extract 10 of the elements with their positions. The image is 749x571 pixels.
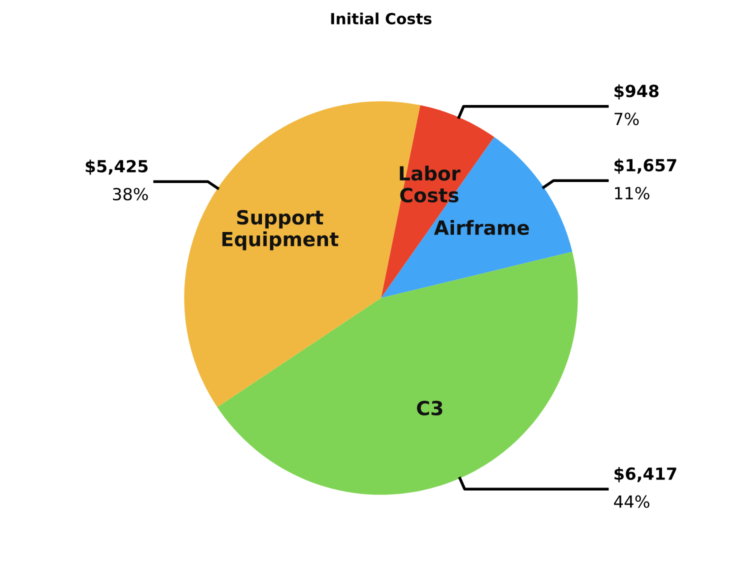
data-label: $5,425 38% — [86, 160, 148, 200]
data-label: $1,657 11% — [614, 158, 676, 200]
data-label: $948 7% — [614, 84, 659, 126]
slice-label: Support Equipment — [222, 210, 338, 250]
pie-slice — [381, 137, 572, 298]
chart-title: Initial Costs — [331, 12, 432, 24]
slice-label: C3 — [416, 400, 442, 416]
data-label: $6,417 44% — [614, 467, 676, 508]
slice-label: Airframe — [434, 220, 529, 235]
pie-slice — [217, 252, 578, 495]
